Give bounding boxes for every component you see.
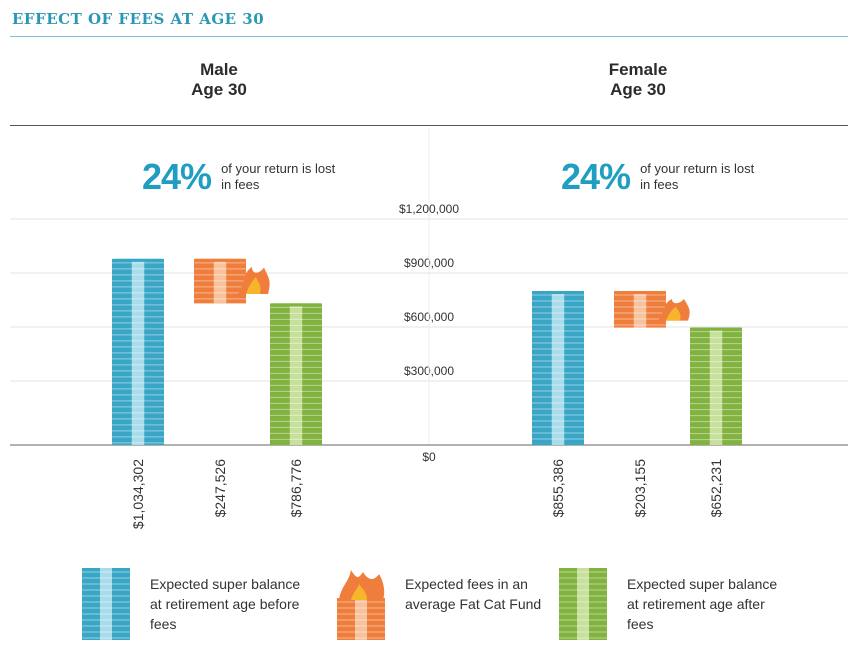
male-heading-line2: Age 30	[191, 80, 247, 99]
title-divider	[10, 36, 848, 37]
legend-item-fees: Expected fees in an average Fat Cat Fund	[335, 568, 570, 640]
female-fee-percent: 24%	[561, 156, 631, 197]
legend-item-after-fees: Expected super balance at retirement age…	[557, 568, 792, 640]
green-money-stack-icon	[559, 568, 607, 640]
blue-money-stack-icon	[82, 568, 130, 640]
y-tick-label: $0	[422, 450, 436, 464]
female-heading-line1: Female	[608, 60, 668, 79]
heading-divider	[10, 125, 848, 126]
bar-value-label: $203,155	[632, 459, 648, 518]
legend-label-before-fees: Expected super balance at retirement age…	[150, 576, 301, 632]
bar-before-female	[532, 291, 584, 445]
bar-value-label: $1,034,302	[130, 459, 146, 529]
female-heading-line2: Age 30	[610, 80, 666, 99]
bar-fees-female	[614, 291, 690, 328]
legend-label-fees: Expected fees in an average Fat Cat Fund	[405, 576, 542, 612]
male-fee-callout: 24% of your return is lost in fees	[142, 156, 341, 198]
female-panel-heading: Female Age 30	[538, 60, 738, 100]
legend-item-before-fees: Expected super balance at retirement age…	[80, 568, 315, 640]
burning-money-stack-icon	[337, 570, 385, 640]
fees-bar-chart: $0$300,000$600,000$900,000$1,200,000$1,0…	[10, 128, 848, 529]
female-fee-callout: 24% of your return is lost in fees	[561, 156, 760, 198]
male-panel-heading: Male Age 30	[119, 60, 319, 100]
male-fee-percent: 24%	[142, 156, 212, 197]
bar-value-label: $247,526	[212, 459, 228, 518]
bar-fees-male	[194, 258, 270, 304]
female-fee-text: of your return is lost in fees	[640, 161, 755, 192]
legend-label-after-fees: Expected super balance at retirement age…	[627, 576, 778, 632]
chart-title: EFFECT OF FEES AT AGE 30	[12, 10, 265, 28]
bar-before-male	[112, 258, 164, 445]
bar-value-label: $786,776	[288, 459, 304, 518]
bar-value-label: $652,231	[708, 459, 724, 518]
bar-after-male	[270, 303, 322, 445]
bar-value-label: $855,386	[550, 459, 566, 518]
male-heading-line1: Male	[200, 60, 238, 79]
male-fee-text: of your return is lost in fees	[221, 161, 336, 192]
bar-after-female	[690, 327, 742, 445]
